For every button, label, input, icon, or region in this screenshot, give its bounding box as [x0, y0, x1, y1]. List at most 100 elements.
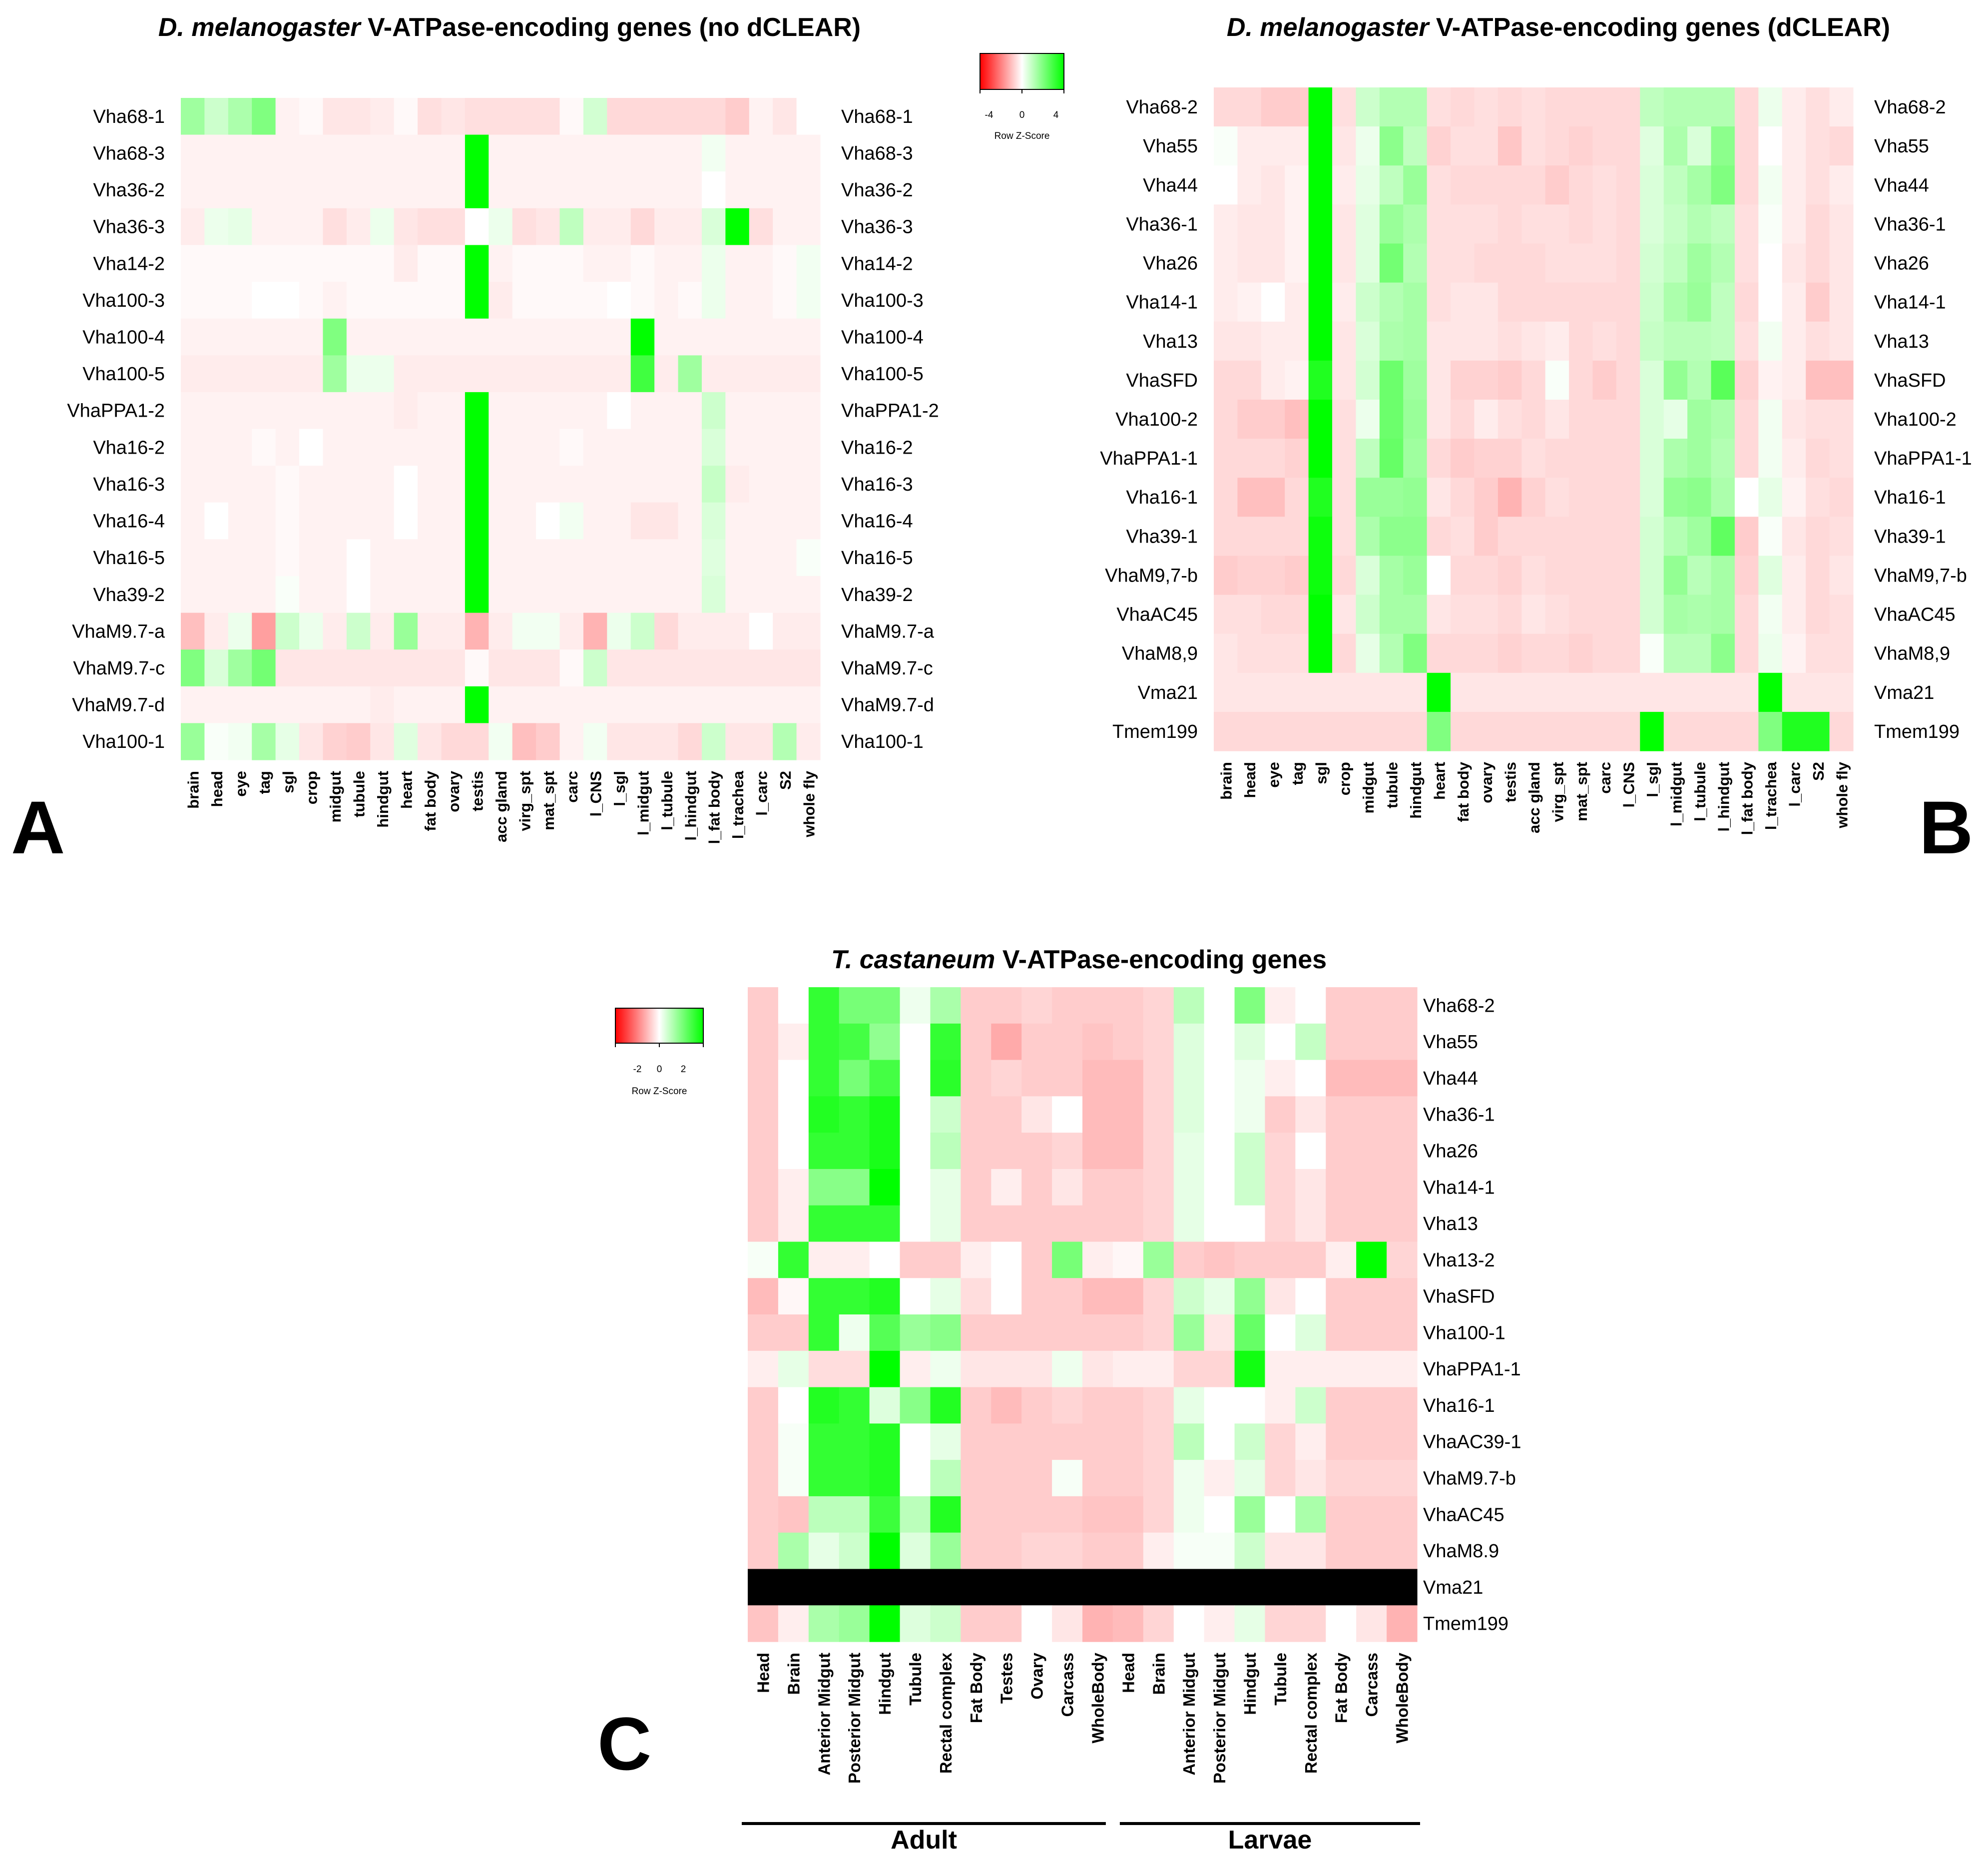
- heatmap-cell-a-vha100-5-whole-fly: [796, 355, 821, 393]
- heatmap-cell-a-vha39-2-testis: [465, 576, 489, 614]
- heatmap-cell-c-vhaac39-1-wholebody: [1387, 1423, 1418, 1460]
- heatmap-cell-a-vha36-3-heart: [394, 208, 418, 246]
- heatmap-cell-c-vham8-9-tubule: [900, 1532, 931, 1570]
- heatmap-cell-a-vhappa1-2-whole-fly: [796, 392, 821, 430]
- heatmap-cell-b-vha16-1-tubule: [1379, 478, 1404, 517]
- heatmap-cell-a-vha68-1-ovary: [441, 98, 466, 135]
- heatmap-cell-c-vha26-hindgut: [1234, 1133, 1266, 1170]
- heatmap-cell-c-vha55-anterior-midgut: [808, 1023, 840, 1061]
- heatmap-cell-b-vha16-1-sgl: [1308, 478, 1333, 517]
- heatmap-cell-a-vham9-7-d-eye: [228, 686, 252, 723]
- heatmap-cell-c-vhaac45-head: [1112, 1496, 1144, 1533]
- heatmap-cell-b-vha68-2-sgl: [1308, 87, 1333, 127]
- row-label-right-vha100-5: Vha100-5: [841, 364, 924, 385]
- heatmap-cell-c-vha36-1-brain: [1143, 1096, 1174, 1133]
- row-label-right-vha100-2: Vha100-2: [1874, 409, 1957, 430]
- heatmap-cell-c-vha14-1-head: [748, 1169, 779, 1206]
- heatmap-cell-b-vha26-l-midgut: [1663, 243, 1688, 283]
- heatmap-cell-b-tmem199-testis: [1497, 711, 1522, 751]
- heatmap-cell-c-vha13-2-tubule: [900, 1242, 931, 1278]
- heatmap-cell-c-vha16-1-head: [1112, 1387, 1144, 1424]
- heatmap-cell-a-vha68-3-head: [204, 134, 229, 172]
- heatmap-cell-c-vha100-1-tubule: [900, 1314, 931, 1351]
- heatmap-cell-b-vham8-9-testis: [1497, 633, 1522, 673]
- heatmap-cell-a-vha16-4-hindgut: [370, 502, 395, 540]
- heatmap-cell-c-tmem199-wholebody: [1082, 1605, 1113, 1642]
- color-key-dmel: -4 0 4 Row Z-Score: [980, 53, 1064, 141]
- heatmap-cell-a-vha100-3-l-midgut: [630, 282, 655, 319]
- col-label-24-l-carc: l_carc: [1786, 762, 1804, 807]
- heatmap-cell-a-vha100-5-l-trachea: [725, 355, 750, 393]
- heatmap-cell-b-vha13-ovary: [1474, 321, 1498, 361]
- col-label-1-brain: Brain: [784, 1653, 803, 1695]
- group-label-larvae: Larvae: [1228, 1826, 1312, 1855]
- panel-b-cells: [1214, 87, 1854, 751]
- heatmap-cell-b-vha26-l-fat-body: [1734, 243, 1759, 283]
- heatmap-cell-b-vhaac45-mat-spt: [1569, 595, 1593, 634]
- heatmap-cell-a-vhappa1-2-ovary: [441, 392, 466, 430]
- heatmap-cell-c-vha13-brain: [778, 1205, 809, 1243]
- heatmap-cell-a-vha68-3-sgl: [275, 134, 300, 172]
- heatmap-cell-a-vha36-3-testis: [465, 208, 489, 246]
- col-label-4-sgl: sgl: [279, 771, 297, 793]
- heatmap-cell-a-vha100-5-testis: [465, 355, 489, 393]
- heatmap-cell-a-vha100-1-l-tubule: [654, 723, 679, 760]
- heatmap-cell-c-vha44-hindgut: [869, 1060, 901, 1097]
- heatmap-cell-a-vha16-3-crop: [299, 466, 324, 503]
- heatmap-cell-a-vha100-4-midgut: [323, 318, 347, 356]
- key-dmel-tick-mid: 0: [1019, 110, 1025, 120]
- panel-a-row-labels-left: Vha68-1Vha68-3Vha36-2Vha36-3Vha14-2Vha10…: [67, 106, 165, 752]
- heatmap-cell-a-vha14-2-hindgut: [370, 245, 395, 282]
- heatmap-cell-c-vha44-carcass: [1356, 1060, 1387, 1097]
- heatmap-cell-a-vha100-4-carc: [559, 318, 584, 356]
- col-label-16-carc: carc: [563, 771, 581, 803]
- heatmap-cell-b-vha39-1-tubule: [1379, 517, 1404, 557]
- heatmap-cell-c-vha68-2-anterior-midgut: [1173, 987, 1205, 1024]
- heatmap-cell-c-vha13-2-anterior-midgut: [1173, 1242, 1205, 1278]
- heatmap-cell-c-vha14-1-rectal-complex: [930, 1169, 961, 1206]
- row-label-right-vha100-1: Vha100-1: [841, 731, 924, 752]
- heatmap-cell-b-vha44-l-fat-body: [1734, 165, 1759, 205]
- heatmap-cell-b-vhappa1-1-l-trachea: [1758, 439, 1783, 478]
- heatmap-cell-a-vham9-7-d-hindgut: [370, 686, 395, 723]
- heatmap-cell-c-vhappa1-1-testes: [991, 1350, 1022, 1388]
- heatmap-cell-a-vha100-1-tag: [252, 723, 276, 760]
- heatmap-cell-b-vhaac45-fat-body: [1451, 595, 1475, 634]
- heatmap-cell-c-vha16-1-fat-body: [1326, 1387, 1357, 1424]
- heatmap-cell-b-vham9-7-b-tubule: [1379, 556, 1404, 596]
- row-label-left-vha26: Vha26: [1143, 253, 1198, 274]
- heatmap-cell-c-vham9-7-b-posterior-midgut: [1204, 1460, 1235, 1497]
- heatmap-cell-b-vha44-carc: [1592, 165, 1617, 205]
- heatmap-cell-b-vham8-9-heart: [1427, 633, 1451, 673]
- heatmap-cell-b-vham9-7-b-l-carc: [1782, 556, 1806, 596]
- col-label-0-brain: brain: [1218, 762, 1235, 800]
- col-label-9-heart: heart: [398, 771, 415, 809]
- heatmap-cell-b-vha26-tag: [1285, 243, 1309, 283]
- heatmap-cell-a-vham9-7-a-heart: [394, 613, 418, 650]
- heatmap-cell-a-vham9-7-d-tubule: [346, 686, 371, 723]
- heatmap-cell-b-vha13-l-hindgut: [1711, 321, 1735, 361]
- heatmap-cell-c-vha16-1-carcass: [1052, 1387, 1083, 1424]
- heatmap-cell-a-vha39-2-l-cns: [583, 576, 607, 614]
- heatmap-cell-c-tmem199-head: [1112, 1605, 1144, 1642]
- heatmap-cell-c-vha55-fat-body: [1326, 1023, 1357, 1061]
- heatmap-cell-b-vha44-mat-spt: [1569, 165, 1593, 205]
- heatmap-cell-b-vha16-1-l-tubule: [1687, 478, 1712, 517]
- heatmap-cell-a-vha16-5-acc-gland: [489, 539, 513, 577]
- heatmap-cell-c-vhasfd-hindgut: [1234, 1278, 1266, 1315]
- heatmap-cell-a-vha68-1-whole-fly: [796, 98, 821, 135]
- heatmap-cell-a-vha100-1-s2: [773, 723, 797, 760]
- col-label-14-virg-spt: virg_spt: [1549, 762, 1566, 822]
- heatmap-cell-b-vha26-acc-gland: [1521, 243, 1546, 283]
- heatmap-cell-c-vhaac45-hindgut: [869, 1496, 901, 1533]
- heatmap-cell-b-vma21-brain: [1214, 672, 1238, 712]
- col-label-5-tubule: Tubule: [906, 1653, 925, 1706]
- heatmap-cell-a-vha14-2-tubule: [346, 245, 371, 282]
- heatmap-cell-b-vhappa1-1-l-midgut: [1663, 439, 1688, 478]
- heatmap-cell-b-vha55-l-carc: [1782, 126, 1806, 166]
- heatmap-cell-a-vha36-3-brain: [181, 208, 205, 246]
- row-label-left-vhasfd: VhaSFD: [1126, 370, 1198, 391]
- heatmap-cell-a-vham9-7-d-heart: [394, 686, 418, 723]
- heatmap-cell-a-vha100-3-l-trachea: [725, 282, 750, 319]
- heatmap-cell-b-vham9-7-b-whole-fly: [1829, 556, 1854, 596]
